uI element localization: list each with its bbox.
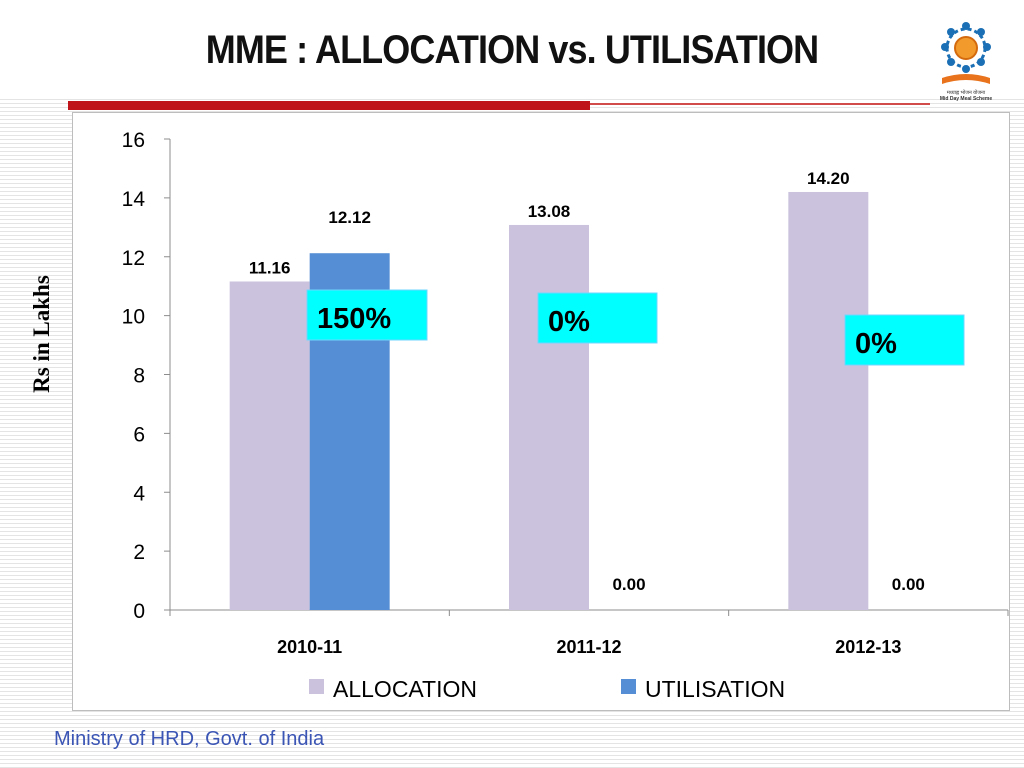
bar-allocation-2010-11 [229,281,310,610]
title-band [0,0,1024,96]
logo-caption: मध्याह्न भोजन योजना Mid Day Meal Scheme [924,90,1008,102]
title-underline [68,101,590,110]
y-tick-label: 6 [133,423,145,446]
x-tick-label: 2011-12 [556,637,621,657]
x-tick-label: 2010-11 [277,637,342,657]
y-tick-label: 8 [133,365,145,388]
data-label: 12.12 [328,208,371,227]
callout-label: 150% [317,303,391,335]
callout-label: 0% [548,306,590,338]
callout-label: 0% [855,328,897,360]
y-tick-label: 0 [133,600,145,623]
x-tick-label: 2012-13 [835,637,901,657]
legend-label: ALLOCATION [333,676,477,702]
logo-caption-english: Mid Day Meal Scheme [939,96,993,102]
y-tick-label: 2 [133,541,145,564]
bar-allocation-2011-12 [509,224,589,610]
slide-title: MME : ALLOCATION vs. UTILISATION [205,28,819,72]
y-tick-label: 14 [122,188,146,211]
data-label: 13.08 [528,202,571,221]
bar-allocation-2012-13 [788,191,869,611]
data-label: 11.16 [249,258,291,277]
y-tick-label: 16 [122,129,145,152]
callout-box [844,314,965,366]
y-tick-label: 10 [122,306,145,329]
data-label: 0.00 [892,575,925,594]
legend-swatch-utilisation [621,679,636,694]
legend-label: UTILISATION [645,676,785,702]
legend-swatch-allocation [309,679,324,694]
y-tick-label: 12 [122,247,145,270]
callout-box [306,289,428,341]
data-label: 14.20 [807,169,850,188]
footer-text: Ministry of HRD, Govt. of India [54,728,325,750]
callout-box [537,292,658,344]
data-label: 0.00 [612,575,645,594]
logo-caption-hindi: मध्याह्न भोजन योजना [946,90,986,96]
y-tick-label: 4 [133,482,145,505]
title-underline-thin [590,103,930,105]
mid-day-meal-logo-icon [941,22,991,84]
